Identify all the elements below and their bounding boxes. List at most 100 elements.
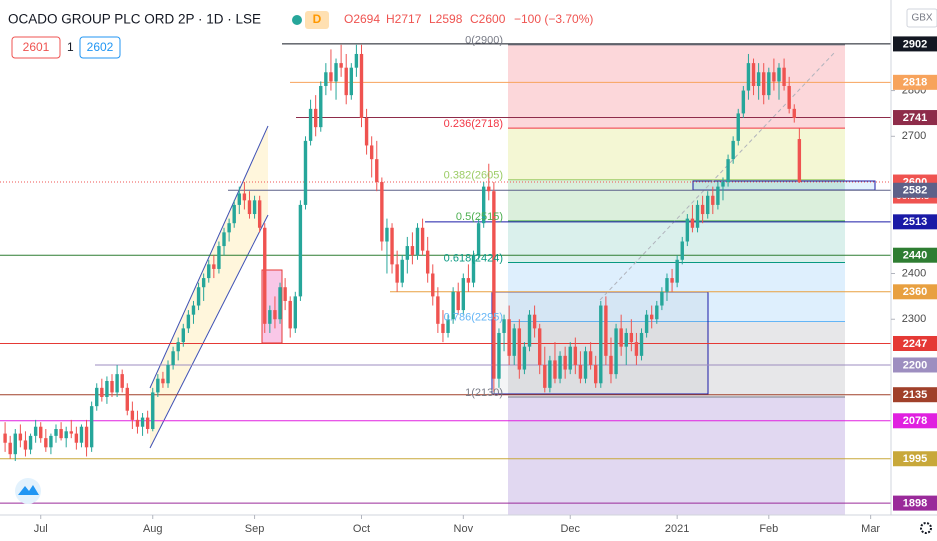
candle-body (700, 204, 705, 215)
candle-body (599, 305, 603, 384)
settings[interactable] (920, 522, 932, 534)
level-label: 2818 (903, 77, 927, 89)
candle-body (466, 278, 471, 283)
x-tick-label: Sep (245, 523, 265, 535)
candle-body (690, 218, 695, 228)
logo-mark (18, 485, 39, 495)
candles: 0(2900) 0.236(2718) 0.382(2605) 0.5(2515) 0.… (3, 35, 802, 462)
ohlc-high: H2717 (386, 12, 422, 26)
candle-body (655, 305, 659, 320)
candle-body (537, 328, 542, 365)
candle-body (716, 186, 720, 205)
candle-body (629, 332, 634, 343)
candle-body (405, 246, 410, 260)
candle-body (665, 278, 669, 292)
level-label-bg (893, 495, 937, 511)
level-label: 2741 (903, 112, 927, 124)
candle-body (522, 346, 527, 370)
candle-body (543, 364, 547, 388)
candle-body (130, 410, 135, 420)
candle-body (527, 314, 532, 347)
candle-body (273, 310, 277, 320)
candle-body (257, 200, 262, 228)
candle-body (431, 273, 435, 297)
candle-body (222, 232, 226, 247)
candle-body (115, 374, 119, 393)
candle-body (263, 227, 267, 324)
candle-body (415, 227, 420, 256)
candle-body (461, 278, 466, 311)
candle-body (670, 278, 674, 283)
level-label: 2135 (903, 389, 927, 401)
candle-body (33, 426, 38, 436)
x-tick-label: Aug (143, 523, 163, 535)
candle-body (792, 108, 796, 119)
candle-body (125, 387, 129, 411)
candle-body (487, 186, 491, 192)
candle-body (777, 67, 781, 82)
level-label-bg (893, 357, 937, 373)
candle-body (425, 250, 430, 274)
candle-body (639, 332, 644, 356)
candle-body (120, 374, 124, 388)
level-label-bg (893, 451, 937, 467)
sell-price[interactable]: 2601 (23, 40, 50, 54)
candle-body (28, 435, 33, 450)
candle-body (578, 364, 583, 379)
candle-body (207, 264, 211, 279)
candle-body (741, 90, 746, 114)
candle-body (59, 429, 63, 439)
candle-body (186, 314, 191, 329)
candle-body (380, 182, 384, 242)
candle-body (746, 63, 751, 91)
status-dot (292, 15, 302, 25)
currency-box[interactable] (906, 8, 937, 28)
candle-body (95, 387, 99, 407)
candle-body (644, 314, 649, 333)
candle-body (726, 159, 730, 183)
candle-body (573, 346, 578, 365)
candle-body (8, 442, 12, 455)
candle-body (695, 204, 700, 228)
sell-button[interactable] (11, 36, 61, 59)
candle-body (191, 305, 196, 315)
candle-body (176, 342, 180, 352)
candle-body (685, 218, 690, 242)
fib-band (508, 220, 845, 263)
ohlc-open: O2694 (344, 12, 380, 26)
candle-body (319, 85, 323, 128)
candle-body (283, 287, 287, 301)
buy-price[interactable]: 2602 (87, 40, 114, 54)
candle-body (624, 332, 628, 347)
candle-body (313, 108, 318, 128)
candle-body (563, 355, 567, 370)
level-label: 2078 (903, 415, 927, 427)
level-label: 2440 (903, 250, 927, 262)
level-label-bg (893, 74, 937, 90)
level-label-bg (893, 182, 937, 198)
candle-body (762, 72, 766, 96)
buy-button[interactable] (79, 36, 121, 59)
channel-line (149, 125, 269, 389)
candle-body (252, 200, 257, 215)
fib-label: 0(2900) (465, 35, 503, 47)
level-label-bg (893, 247, 937, 263)
candle-body (339, 63, 343, 68)
x-tick-label: Oct (353, 523, 370, 535)
symbol-title: OCADO GROUP PLC ORD 2P · 1D · LSE (8, 12, 261, 27)
candle-body (18, 433, 23, 441)
candle-body (456, 291, 460, 311)
currency: GBX (911, 13, 932, 24)
candle-body (23, 440, 28, 450)
candle-body (344, 67, 348, 96)
candle-body (79, 426, 84, 443)
candle-body (436, 296, 440, 324)
fib-band (508, 179, 845, 221)
candle-body (166, 364, 170, 384)
candle-body (288, 300, 292, 329)
candle-body (797, 139, 802, 183)
x-tick-label: Jul (34, 523, 48, 535)
candle-body (517, 328, 522, 370)
candle-body (232, 204, 236, 224)
